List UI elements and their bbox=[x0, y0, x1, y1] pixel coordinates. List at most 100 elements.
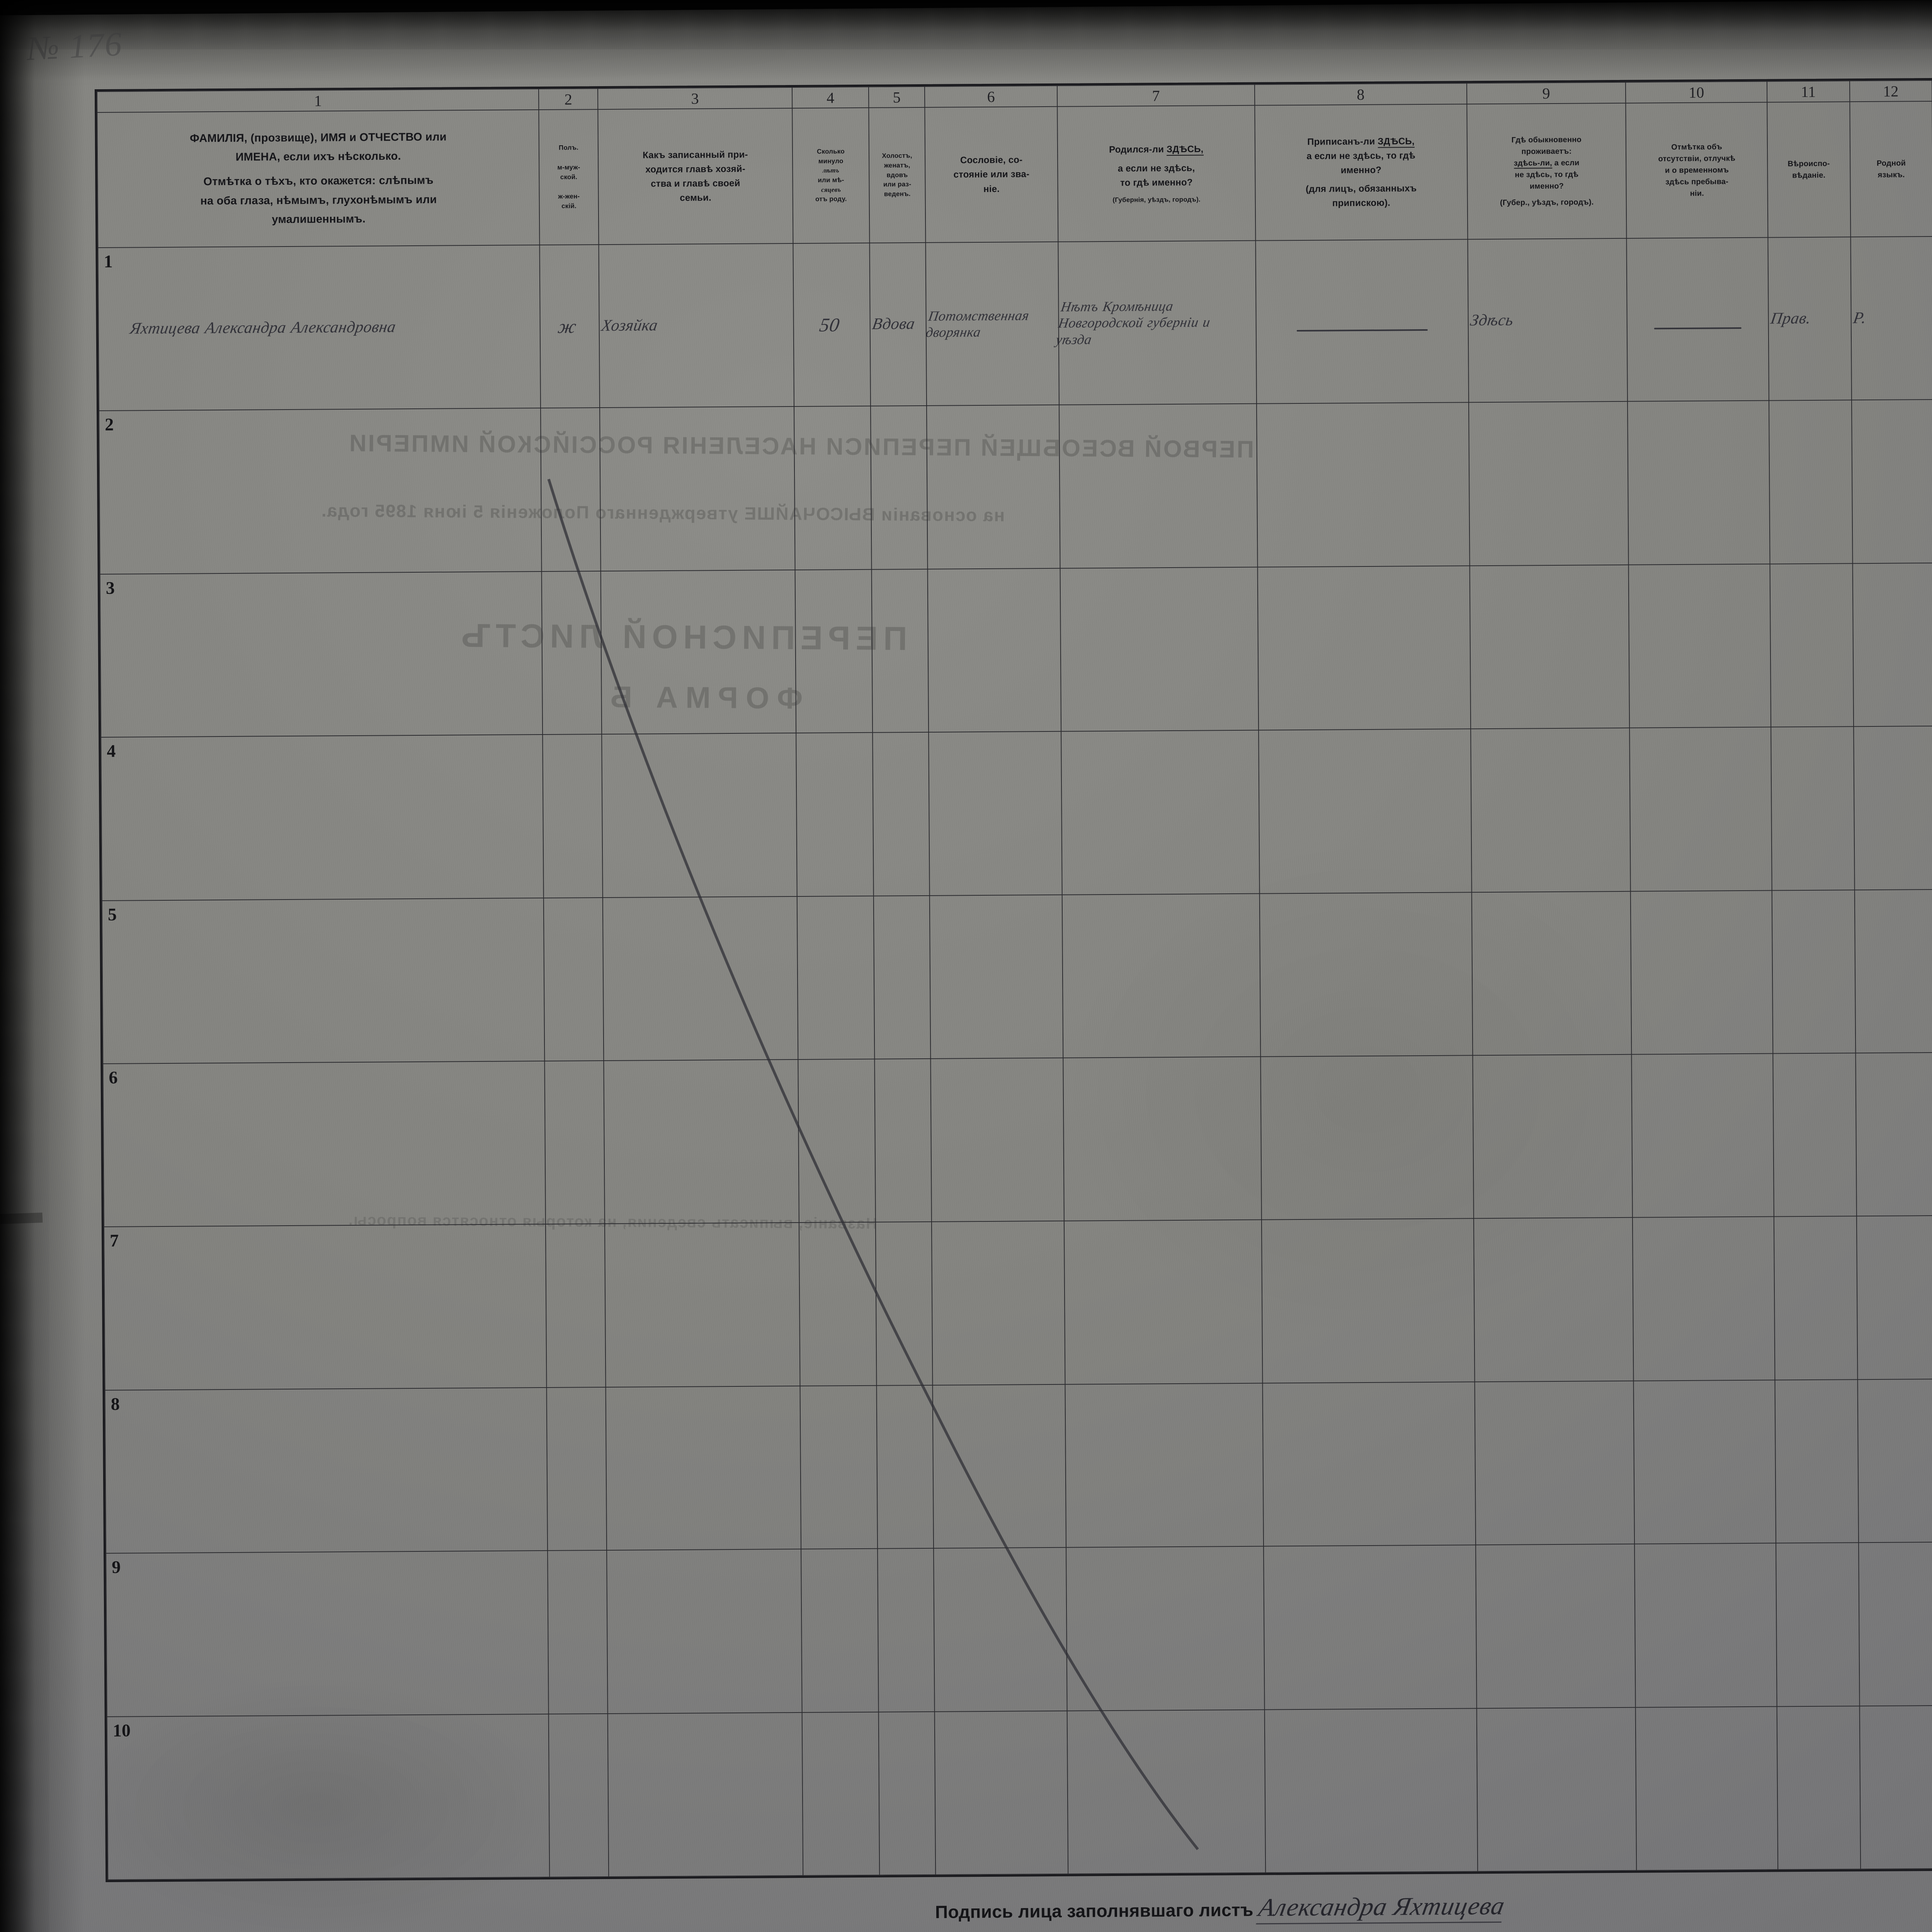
table-row[interactable]: 512 bbox=[102, 886, 1932, 1064]
cell-sex[interactable] bbox=[549, 1713, 609, 1877]
cell-name[interactable]: 7 bbox=[104, 1224, 547, 1390]
cell-estate[interactable] bbox=[929, 895, 1063, 1059]
cell-marital[interactable] bbox=[876, 1385, 934, 1549]
cell-language[interactable] bbox=[1859, 1705, 1932, 1869]
cell-absence[interactable] bbox=[1628, 564, 1771, 728]
cell-language[interactable] bbox=[1854, 889, 1932, 1053]
cell-language[interactable] bbox=[1858, 1542, 1932, 1706]
cell-language[interactable] bbox=[1856, 1216, 1932, 1379]
cell-estate[interactable] bbox=[930, 1058, 1064, 1222]
cell-absence[interactable] bbox=[1631, 1053, 1774, 1218]
cell-marital[interactable] bbox=[871, 569, 929, 733]
cell-residence[interactable] bbox=[1470, 728, 1631, 892]
cell-language[interactable] bbox=[1851, 400, 1932, 564]
cell-sex[interactable]: ж bbox=[539, 245, 600, 408]
table-row[interactable]: 912 bbox=[106, 1539, 1932, 1717]
table-row[interactable]: 812 bbox=[105, 1375, 1932, 1554]
cell-absence[interactable] bbox=[1633, 1380, 1776, 1544]
cell-age[interactable]: 50 bbox=[793, 243, 871, 407]
cell-name[interactable]: 3 bbox=[100, 571, 543, 738]
cell-relation[interactable] bbox=[604, 1059, 799, 1224]
cell-language[interactable]: Р. bbox=[1850, 236, 1932, 400]
table-row[interactable]: 312 bbox=[100, 559, 1932, 738]
cell-residence[interactable] bbox=[1468, 401, 1629, 566]
cell-relation[interactable] bbox=[602, 896, 798, 1061]
cell-age[interactable] bbox=[796, 732, 874, 896]
cell-sex[interactable] bbox=[542, 571, 602, 735]
cell-age[interactable] bbox=[802, 1712, 880, 1876]
cell-name[interactable]: 1 Яхтицева Александра Александровна bbox=[98, 245, 541, 411]
cell-registration[interactable] bbox=[1263, 1545, 1477, 1710]
cell-religion[interactable] bbox=[1773, 1053, 1857, 1217]
table-row[interactable]: 1012 bbox=[107, 1702, 1932, 1880]
cell-estate[interactable] bbox=[931, 1221, 1065, 1385]
cell-religion[interactable]: Прав. bbox=[1768, 237, 1852, 401]
cell-age[interactable] bbox=[794, 406, 872, 570]
cell-relation[interactable] bbox=[599, 406, 795, 571]
cell-birthplace[interactable] bbox=[1066, 1546, 1265, 1711]
cell-name[interactable]: 8 bbox=[105, 1387, 548, 1554]
table-row[interactable]: 212 bbox=[99, 396, 1932, 574]
cell-birthplace[interactable] bbox=[1059, 404, 1258, 568]
cell-name[interactable]: 2 bbox=[99, 408, 542, 574]
cell-age[interactable] bbox=[800, 1385, 878, 1549]
cell-religion[interactable] bbox=[1775, 1379, 1859, 1543]
cell-registration[interactable] bbox=[1258, 729, 1472, 894]
cell-name[interactable]: 10 bbox=[107, 1714, 550, 1880]
cell-marital[interactable]: Вдова bbox=[869, 242, 927, 406]
cell-residence[interactable] bbox=[1471, 891, 1632, 1056]
cell-age[interactable] bbox=[798, 1059, 876, 1223]
cell-absence[interactable] bbox=[1628, 400, 1770, 565]
cell-relation[interactable] bbox=[605, 1386, 801, 1551]
cell-registration[interactable] bbox=[1255, 239, 1469, 404]
cell-birthplace[interactable] bbox=[1063, 1056, 1262, 1221]
cell-registration[interactable] bbox=[1264, 1708, 1478, 1873]
cell-birthplace[interactable] bbox=[1061, 730, 1260, 895]
table-row[interactable]: 712 bbox=[104, 1212, 1932, 1390]
cell-estate[interactable] bbox=[929, 731, 1062, 896]
cell-residence[interactable] bbox=[1476, 1707, 1637, 1872]
cell-absence[interactable] bbox=[1629, 727, 1772, 891]
cell-name[interactable]: 9 bbox=[106, 1551, 549, 1717]
table-row[interactable]: 612 bbox=[103, 1049, 1932, 1227]
cell-sex[interactable] bbox=[546, 1224, 606, 1388]
cell-residence[interactable] bbox=[1475, 1381, 1635, 1545]
cell-age[interactable] bbox=[795, 569, 873, 733]
cell-estate[interactable] bbox=[934, 1711, 1068, 1875]
cell-language[interactable] bbox=[1855, 1052, 1932, 1216]
cell-sex[interactable] bbox=[544, 897, 604, 1061]
cell-estate[interactable] bbox=[934, 1547, 1067, 1712]
cell-absence[interactable] bbox=[1630, 890, 1773, 1054]
cell-registration[interactable] bbox=[1257, 566, 1471, 730]
cell-language[interactable] bbox=[1852, 563, 1932, 727]
cell-residence[interactable] bbox=[1475, 1544, 1636, 1708]
cell-registration[interactable] bbox=[1260, 1055, 1474, 1220]
cell-residence[interactable] bbox=[1472, 1054, 1633, 1219]
cell-birthplace[interactable] bbox=[1062, 893, 1261, 1058]
cell-relation[interactable] bbox=[604, 1223, 800, 1387]
cell-religion[interactable] bbox=[1777, 1706, 1861, 1870]
cell-relation[interactable] bbox=[607, 1712, 803, 1877]
cell-relation[interactable] bbox=[602, 733, 797, 898]
cell-marital[interactable] bbox=[876, 1222, 933, 1386]
cell-estate[interactable] bbox=[926, 405, 1060, 569]
cell-birthplace[interactable] bbox=[1067, 1709, 1265, 1874]
cell-estate[interactable]: Потомственная дворянка bbox=[925, 242, 1060, 406]
cell-language[interactable] bbox=[1853, 726, 1932, 890]
cell-sex[interactable] bbox=[548, 1550, 608, 1714]
cell-marital[interactable] bbox=[878, 1548, 935, 1712]
cell-religion[interactable] bbox=[1770, 563, 1854, 727]
cell-sex[interactable] bbox=[546, 1387, 607, 1551]
cell-sex[interactable] bbox=[544, 1060, 605, 1225]
cell-religion[interactable] bbox=[1776, 1543, 1860, 1707]
cell-residence[interactable] bbox=[1469, 565, 1630, 729]
cell-age[interactable] bbox=[801, 1548, 879, 1713]
cell-relation[interactable]: Хозяйка bbox=[599, 243, 794, 408]
cell-registration[interactable] bbox=[1262, 1382, 1476, 1546]
cell-religion[interactable] bbox=[1772, 889, 1855, 1054]
cell-marital[interactable] bbox=[873, 895, 931, 1059]
cell-birthplace[interactable] bbox=[1060, 567, 1259, 731]
cell-religion[interactable] bbox=[1774, 1216, 1857, 1380]
cell-birthplace[interactable] bbox=[1064, 1219, 1263, 1384]
cell-age[interactable] bbox=[799, 1222, 877, 1386]
